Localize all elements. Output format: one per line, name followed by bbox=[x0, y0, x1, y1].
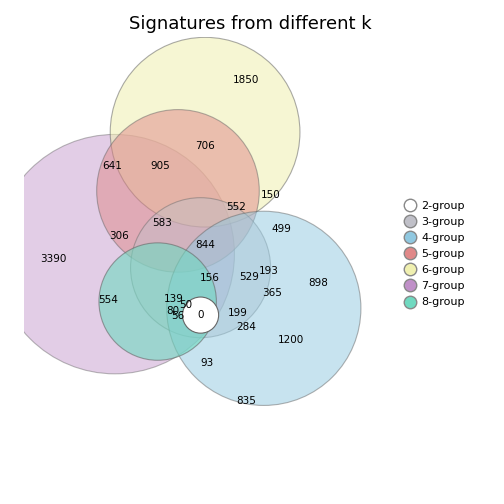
Text: 554: 554 bbox=[98, 295, 118, 305]
Text: 50: 50 bbox=[179, 300, 193, 310]
Text: 905: 905 bbox=[150, 161, 170, 171]
Circle shape bbox=[182, 297, 219, 333]
Text: 365: 365 bbox=[262, 287, 282, 297]
Text: 150: 150 bbox=[261, 191, 280, 201]
Text: 306: 306 bbox=[109, 231, 129, 241]
Text: 199: 199 bbox=[228, 308, 247, 318]
Circle shape bbox=[97, 109, 259, 272]
Circle shape bbox=[131, 198, 271, 338]
Title: Signatures from different k: Signatures from different k bbox=[129, 15, 371, 33]
Text: 56: 56 bbox=[171, 311, 184, 322]
Circle shape bbox=[0, 135, 234, 374]
Text: 193: 193 bbox=[259, 266, 278, 276]
Text: 80: 80 bbox=[166, 306, 179, 316]
Circle shape bbox=[99, 243, 216, 360]
Text: 706: 706 bbox=[195, 141, 215, 151]
Text: 835: 835 bbox=[236, 396, 256, 406]
Legend: 2-group, 3-group, 4-group, 5-group, 6-group, 7-group, 8-group: 2-group, 3-group, 4-group, 5-group, 6-gr… bbox=[400, 197, 469, 312]
Text: 284: 284 bbox=[236, 322, 256, 332]
Text: 552: 552 bbox=[226, 202, 246, 212]
Text: 583: 583 bbox=[152, 218, 172, 227]
Text: 139: 139 bbox=[163, 294, 183, 304]
Text: 898: 898 bbox=[308, 279, 328, 288]
Text: 641: 641 bbox=[102, 161, 122, 171]
Circle shape bbox=[167, 211, 361, 405]
Text: 3390: 3390 bbox=[41, 254, 67, 264]
Text: 156: 156 bbox=[200, 273, 220, 283]
Circle shape bbox=[110, 37, 300, 227]
Text: 844: 844 bbox=[195, 240, 215, 250]
Text: 1200: 1200 bbox=[278, 335, 304, 345]
Text: 529: 529 bbox=[239, 272, 259, 282]
Text: 1850: 1850 bbox=[232, 75, 259, 85]
Text: 0: 0 bbox=[198, 310, 204, 320]
Text: 499: 499 bbox=[272, 224, 292, 234]
Text: 93: 93 bbox=[201, 357, 214, 367]
